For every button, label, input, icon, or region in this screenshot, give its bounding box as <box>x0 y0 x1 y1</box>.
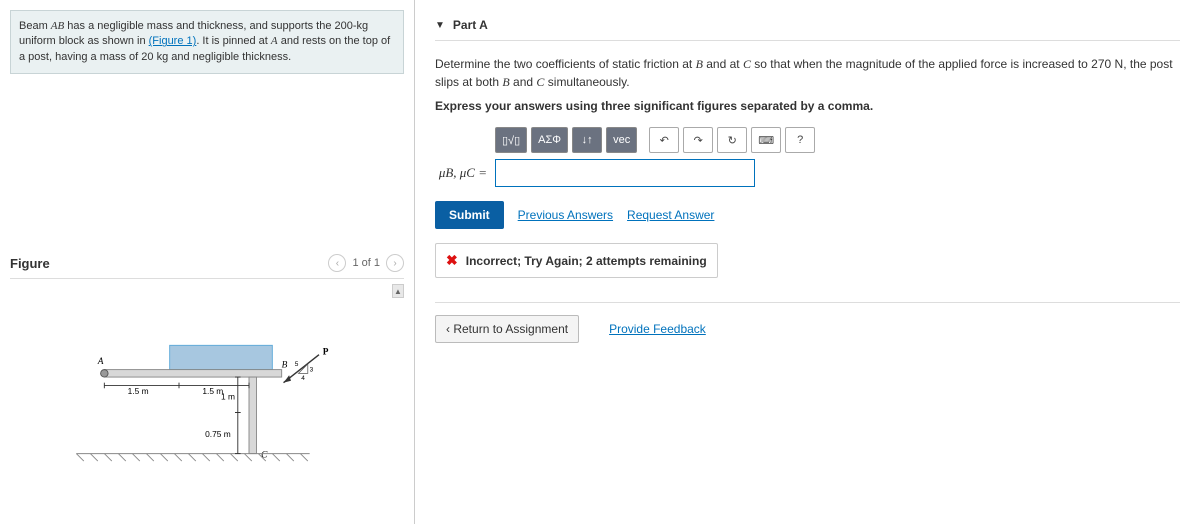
text: has a negligible mass and thickness, and… <box>64 20 334 32</box>
page: Beam AB has a negligible mass and thickn… <box>0 0 1200 524</box>
mass-value: 20 kg <box>141 51 168 63</box>
question-text: Determine the two coefficients of static… <box>435 55 1180 91</box>
answer-toolbar: ▯√▯ ΑΣΦ ↓↑ vec ↶ ↷ ↻ ⌨ ? <box>495 127 1180 153</box>
return-row: ‹ Return to Assignment Provide Feedback <box>435 302 1180 343</box>
provide-feedback-link[interactable]: Provide Feedback <box>609 322 706 336</box>
previous-answers-link[interactable]: Previous Answers <box>518 208 613 222</box>
beam-label: AB <box>51 20 64 32</box>
keyboard-button[interactable]: ⌨ <box>751 127 781 153</box>
answer-row: μB, μC = <box>435 159 1180 187</box>
part-title: Part A <box>453 18 488 32</box>
incorrect-icon: ✖ <box>446 252 458 269</box>
tri-5: 5 <box>295 361 299 368</box>
redo-button[interactable]: ↷ <box>683 127 713 153</box>
dim-3: 1 m <box>221 392 235 402</box>
label-a: A <box>97 357 104 367</box>
caret-down-icon: ▼ <box>435 20 445 31</box>
label-c: C <box>261 450 268 460</box>
reset-button[interactable]: ↻ <box>717 127 747 153</box>
figure-link[interactable]: (Figure 1) <box>149 35 197 47</box>
request-answer-link[interactable]: Request Answer <box>627 208 714 222</box>
figure-nav-text: 1 of 1 <box>352 257 380 269</box>
right-panel: ▼ Part A Determine the two coefficients … <box>415 0 1200 524</box>
left-panel: Beam AB has a negligible mass and thickn… <box>0 0 415 524</box>
text: Beam <box>19 20 51 32</box>
dim-4: 0.75 m <box>205 429 231 439</box>
tri-3: 3 <box>310 367 314 374</box>
return-button[interactable]: ‹ Return to Assignment <box>435 315 579 343</box>
subscript-button[interactable]: ↓↑ <box>572 127 602 153</box>
part-header[interactable]: ▼ Part A <box>435 10 1180 41</box>
problem-statement: Beam AB has a negligible mass and thickn… <box>10 10 404 74</box>
vec-button[interactable]: vec <box>606 127 637 153</box>
point-a: A <box>271 35 278 47</box>
dim-1: 1.5 m <box>128 386 149 396</box>
text: uniform block as shown in <box>19 35 149 47</box>
text: and negligible thickness. <box>168 51 291 63</box>
figure-title: Figure <box>10 256 50 271</box>
text: . It is pinned at <box>196 35 271 47</box>
figure-prev-button[interactable]: ‹ <box>328 254 346 272</box>
tri-4: 4 <box>301 375 305 382</box>
divider <box>10 278 404 280</box>
scroll-up-icon[interactable]: ▲ <box>392 284 404 298</box>
submit-row: Submit Previous Answers Request Answer <box>435 201 1180 229</box>
template-button[interactable]: ▯√▯ <box>495 127 527 153</box>
mass-value: 200-kg <box>335 20 369 32</box>
feedback-box: ✖ Incorrect; Try Again; 2 attempts remai… <box>435 243 718 278</box>
figure-diagram: A B C P 5 3 4 1.5 m 1.5 m 1 m <box>67 336 347 476</box>
answer-label: μB, μC = <box>435 165 487 181</box>
greek-button[interactable]: ΑΣΦ <box>531 127 568 153</box>
submit-button[interactable]: Submit <box>435 201 504 229</box>
figure-body: A B C P 5 3 4 1.5 m 1.5 m 1 m <box>10 298 404 514</box>
figure-next-button[interactable]: › <box>386 254 404 272</box>
figure-header: Figure ‹ 1 of 1 › <box>10 94 404 272</box>
instruction-text: Express your answers using three signifi… <box>435 99 1180 113</box>
feedback-text: Incorrect; Try Again; 2 attempts remaini… <box>466 254 707 268</box>
help-button[interactable]: ? <box>785 127 815 153</box>
undo-button[interactable]: ↶ <box>649 127 679 153</box>
answer-input[interactable] <box>495 159 755 187</box>
label-b: B <box>282 361 288 371</box>
label-p: P <box>323 348 329 358</box>
figure-nav: ‹ 1 of 1 › <box>328 254 404 272</box>
